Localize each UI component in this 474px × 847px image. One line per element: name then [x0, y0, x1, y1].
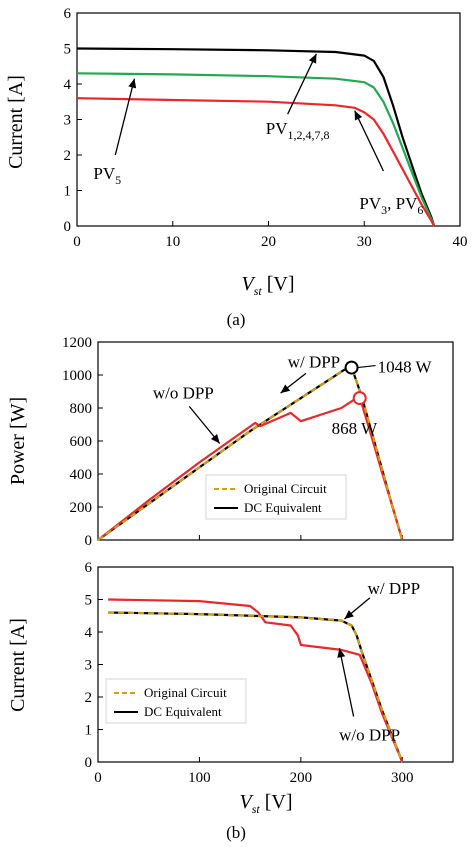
panel-b-power-vs-voltage: 0 200 400 600 800 1000 1200 1048 W 868 W w/ DPP…: [7, 335, 454, 549]
bb-xtick-label: 200: [290, 770, 313, 786]
a-ytick-label: 6: [64, 6, 72, 22]
bt-mpp-label: 1048 W: [378, 358, 433, 377]
panel-b-top-y-axis-label: Power [W]: [7, 397, 29, 485]
panel-a-series: [76, 47, 436, 227]
panel-b-bottom-y-axis-label: Current [A]: [7, 618, 29, 712]
a-annotation-arrowhead: [354, 110, 363, 121]
bb-series-original-circuit: [108, 611, 404, 763]
a-annotation-arrow: [354, 110, 384, 172]
bb-ytick-label: 0: [85, 755, 93, 771]
a-ytick-label: 3: [64, 113, 72, 129]
bt-annotation-label: w/ DPP: [288, 352, 340, 371]
a-ytick-label: 0: [64, 219, 72, 235]
a-xtick-label: 10: [165, 234, 180, 250]
a-series-pv3-pv6: [76, 97, 436, 227]
panel-b-top-legend: Original Circuit DC Equivalent: [205, 474, 347, 520]
bb-ytick-label: 1: [85, 723, 93, 739]
bb-legend-box: [105, 678, 247, 724]
bt-marker-leader: [357, 364, 376, 369]
panel-a-axes-ticks: 0 1 2 3 4 5 6 0 10 20 30 40: [64, 6, 468, 250]
a-annotation-arrow: [114, 78, 136, 156]
a-annotation-label: PV3, PV6: [359, 194, 423, 217]
bt-legend-box: [205, 474, 347, 520]
a-ytick-label: 1: [64, 184, 72, 200]
panel-b-bottom-legend: Original Circuit DC Equivalent: [105, 678, 247, 724]
panel-b-top-axes-ticks: 0 200 400 600 800 1000 1200: [62, 335, 403, 549]
a-xtick-label: 30: [357, 234, 372, 250]
bt-annotation-arrowhead: [280, 384, 291, 394]
bb-annotation-label: w/o DPP: [339, 726, 400, 745]
bt-ytick-label: 1200: [62, 335, 92, 351]
panel-b-top-annotations: w/ DPP w/o DPP: [153, 352, 340, 444]
panel-b-bottom-annotations: w/ DPP w/o DPP: [337, 579, 420, 745]
panel-b-x-axis-label: Vst [V]: [240, 791, 293, 816]
bb-xtick-label: 0: [94, 770, 102, 786]
a-xtick-label: 0: [73, 234, 81, 250]
bt-ytick-label: 600: [70, 434, 93, 450]
bb-ytick-label: 6: [85, 560, 93, 576]
panel-b-caption: (b): [226, 823, 246, 842]
bt-annotation-label: w/o DPP: [153, 383, 214, 402]
bt-mpp-marker: [344, 360, 359, 375]
bb-annotation-arrowhead: [337, 648, 346, 658]
a-ytick-label: 4: [64, 77, 72, 93]
bt-ytick-label: 0: [85, 533, 93, 549]
panel-a-y-axis-label: Current [A]: [5, 75, 27, 169]
bt-mpp-marker: [352, 391, 367, 406]
panel-b-bottom-series: [108, 598, 404, 763]
a-xtick-label: 40: [453, 234, 468, 250]
a-annotation-arrowhead: [128, 78, 137, 89]
bb-annotation-arrow: [338, 648, 355, 717]
a-series-pv5: [76, 47, 436, 227]
bb-ytick-label: 3: [85, 658, 93, 674]
panel-b-top-mpp-markers: 1048 W 868 W: [332, 358, 433, 439]
bb-annotation-arrowhead: [344, 610, 354, 619]
bb-xtick-label: 300: [391, 770, 414, 786]
panel-a-x-axis-label: Vst [V]: [242, 273, 295, 298]
bb-ytick-label: 2: [85, 690, 93, 706]
panel-b-current-vs-voltage: 0 1 2 3 4 5 6 0 100 200 300 w/ DPP w/o DPP Original…: [7, 560, 454, 842]
bt-mpp-label: 868 W: [332, 419, 378, 438]
a-series-pv1-2-4-7-8: [76, 72, 436, 227]
bt-annotation-arrowhead: [210, 433, 220, 444]
bt-ytick-label: 200: [70, 500, 93, 516]
bt-legend-label: Original Circuit: [244, 481, 327, 496]
bb-series-w-o-dpp: [108, 598, 404, 763]
bb-xtick-label: 100: [188, 770, 211, 786]
a-annotation-label: PV1,2,4,7,8: [266, 119, 330, 142]
a-ytick-label: 5: [64, 42, 72, 58]
bb-ytick-label: 4: [85, 625, 93, 641]
panel-a-annotations: PV5 PV1,2,4,7,8 PV3, PV6: [93, 53, 423, 217]
bb-legend-label: DC Equivalent: [144, 704, 222, 719]
a-ytick-label: 2: [64, 148, 72, 164]
bt-ytick-label: 1000: [62, 368, 92, 384]
bt-ytick-label: 400: [70, 467, 93, 483]
a-xtick-label: 20: [261, 234, 276, 250]
bb-ytick-label: 5: [85, 593, 93, 609]
panel-a-caption: (a): [227, 310, 246, 329]
bb-legend-label: Original Circuit: [144, 685, 227, 700]
bt-legend-label: DC Equivalent: [244, 500, 322, 515]
panel-b-bottom-axes-ticks: 0 1 2 3 4 5 6 0 100 200 300: [85, 560, 414, 786]
bb-annotation-label: w/ DPP: [368, 579, 420, 598]
a-annotation-arrowhead: [308, 53, 317, 64]
a-annotation-label: PV5: [93, 164, 121, 187]
bt-ytick-label: 800: [70, 401, 93, 417]
a-annotation-arrow: [287, 53, 317, 115]
